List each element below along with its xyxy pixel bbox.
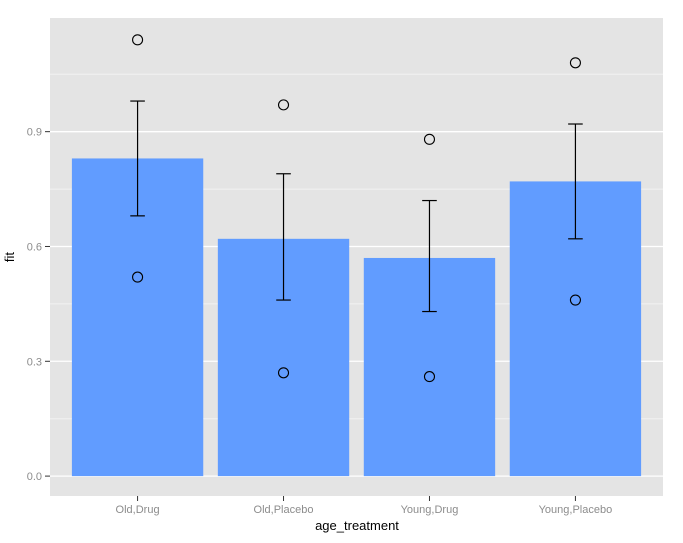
data-point: [423, 133, 436, 145]
x-axis-title: age_treatment: [315, 518, 399, 533]
y-tick-label: 0.3: [27, 356, 42, 368]
y-axis-title: fit: [2, 252, 17, 263]
x-tick-label: Young,Placebo: [539, 504, 613, 516]
plot-marks: 0.0 0.3 0.6 0.9 Old,Drug Old,Placebo Young,Dru…: [27, 18, 663, 516]
y-tick-label: 0.6: [27, 241, 42, 253]
data-point: [569, 57, 581, 69]
data-point: [277, 367, 290, 379]
data-point: [569, 294, 581, 306]
x-tick-label: Young,Drug: [401, 504, 459, 516]
data-point: [277, 99, 290, 111]
data-point: [132, 34, 144, 46]
y-tick-label: 0.0: [27, 471, 42, 483]
data-point: [423, 371, 436, 383]
data-point: [132, 271, 144, 283]
y-tick-label: 0.9: [27, 127, 42, 139]
x-tick-label: Old,Drug: [116, 504, 160, 516]
x-tick-label: Old,Placebo: [254, 504, 314, 516]
